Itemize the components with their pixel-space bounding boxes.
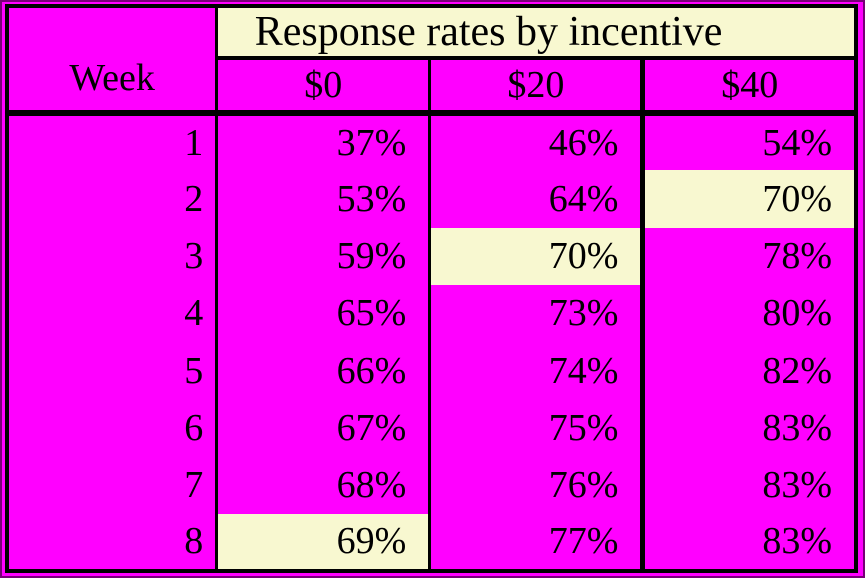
week-number-cell: 7	[7, 456, 217, 514]
week-number-cell: 2	[7, 170, 217, 228]
value-cell-0-dollar: 59%	[215, 227, 430, 285]
table-body: 1 37% 46% 54% 2 53% 64% 70% 3 59% 70% 78…	[7, 113, 856, 571]
table-row: 1 37% 46% 54%	[7, 113, 856, 171]
table-row: 6 67% 75% 83%	[7, 399, 856, 457]
value-cell-20-dollar: 46%	[428, 113, 643, 171]
value-cell-0-dollar: 69%	[215, 513, 430, 571]
value-cell-40-dollar: 83%	[640, 456, 856, 514]
week-column-header: Week	[7, 6, 217, 113]
value-cell-0-dollar: 65%	[215, 284, 430, 342]
value-cell-20-dollar: 70%	[428, 227, 643, 285]
value-cell-40-dollar: 70%	[640, 170, 856, 228]
value-cell-40-dollar: 83%	[640, 399, 856, 457]
table-row: 8 69% 77% 83%	[7, 513, 856, 571]
value-cell-0-dollar: 67%	[215, 399, 430, 457]
value-cell-20-dollar: 64%	[428, 170, 643, 228]
week-number-cell: 5	[7, 342, 217, 400]
value-cell-40-dollar: 80%	[640, 284, 856, 342]
value-cell-20-dollar: 77%	[428, 513, 643, 571]
value-cell-0-dollar: 37%	[215, 113, 430, 171]
week-number-cell: 3	[7, 227, 217, 285]
table-row: 7 68% 76% 83%	[7, 456, 856, 514]
value-cell-20-dollar: 76%	[428, 456, 643, 514]
column-header-row: $0 $20 $40	[7, 58, 856, 113]
table-container: Week Response rates by incentive $0 $20 …	[5, 4, 858, 573]
week-number-cell: 6	[7, 399, 217, 457]
column-header-20-dollar: $20	[428, 58, 643, 113]
week-number-cell: 4	[7, 284, 217, 342]
value-cell-0-dollar: 68%	[215, 456, 430, 514]
week-number-cell: 8	[7, 513, 217, 571]
value-cell-20-dollar: 75%	[428, 399, 643, 457]
value-cell-40-dollar: 54%	[640, 113, 856, 171]
value-cell-40-dollar: 83%	[640, 513, 856, 571]
table-title: Response rates by incentive	[215, 6, 856, 60]
response-rates-table: Week Response rates by incentive $0 $20 …	[5, 4, 858, 573]
value-cell-0-dollar: 53%	[215, 170, 430, 228]
value-cell-20-dollar: 73%	[428, 284, 643, 342]
title-row: Week Response rates by incentive	[7, 6, 856, 113]
value-cell-40-dollar: 78%	[640, 227, 856, 285]
value-cell-40-dollar: 82%	[640, 342, 856, 400]
value-cell-0-dollar: 66%	[215, 342, 430, 400]
table-row: 4 65% 73% 80%	[7, 284, 856, 342]
table-row: 5 66% 74% 82%	[7, 342, 856, 400]
table-row: 3 59% 70% 78%	[7, 227, 856, 285]
table-header: Week Response rates by incentive $0 $20 …	[7, 6, 856, 113]
week-number-cell: 1	[7, 113, 217, 171]
value-cell-20-dollar: 74%	[428, 342, 643, 400]
column-header-40-dollar: $40	[640, 58, 856, 113]
column-header-0-dollar: $0	[215, 58, 430, 113]
table-row: 2 53% 64% 70%	[7, 170, 856, 228]
